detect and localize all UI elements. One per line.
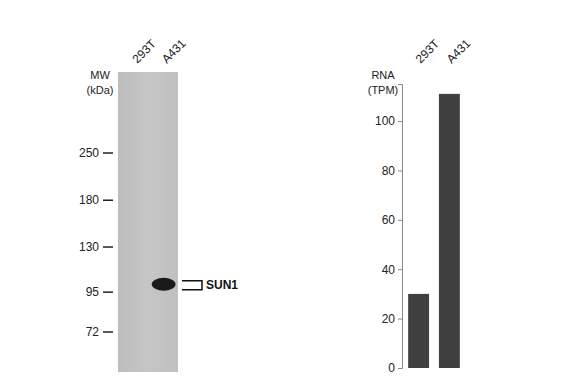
band-bracket (182, 281, 202, 290)
tick: 100 (375, 114, 402, 128)
tick-mark (398, 368, 402, 369)
tick: 80 (382, 164, 402, 178)
category-label: A431 (444, 36, 474, 66)
mw-title: MW (90, 69, 110, 81)
band-group (152, 278, 176, 291)
bar (439, 94, 460, 368)
tick: 60 (382, 213, 402, 227)
tick: 20 (382, 312, 402, 326)
band (152, 278, 176, 291)
tick-label: 100 (375, 114, 395, 128)
mw-label: 72 (86, 325, 100, 339)
tick-mark (398, 121, 402, 122)
tick-label: 0 (388, 361, 395, 375)
lane-label: A431 (159, 36, 189, 66)
mw-tick (103, 331, 113, 333)
mw-tick (103, 291, 113, 293)
category-label: 293T (413, 36, 443, 66)
tick-label: 20 (382, 312, 396, 326)
mw-title: (kDa) (87, 84, 114, 96)
mw-tick (103, 152, 113, 154)
bar (408, 294, 429, 368)
tick-mark (398, 269, 402, 270)
mw-tick (103, 246, 113, 248)
mw-label: 95 (86, 285, 100, 299)
tick-mark (398, 170, 402, 171)
band-label: SUN1 (206, 278, 238, 292)
mw-label: 180 (79, 193, 99, 207)
blot-membrane (118, 72, 178, 372)
tick: 40 (382, 263, 402, 277)
figure: 293TA431MW(kDa)2501801309572SUN102040608… (0, 0, 582, 378)
tick-mark (398, 220, 402, 221)
mw-tick (103, 199, 113, 201)
y-axis: 0 20 40 60 80 100 (375, 85, 403, 376)
axis-line (398, 85, 403, 369)
mw-label: 250 (79, 146, 99, 160)
y-label: (TPM) (368, 84, 399, 96)
tick-label: 40 (382, 263, 396, 277)
mw-label: 130 (79, 240, 99, 254)
bars (408, 94, 460, 368)
tick-mark (398, 319, 402, 320)
lane-label: 293T (130, 36, 160, 66)
y-label: RNA (371, 69, 395, 81)
tick-label: 60 (382, 213, 396, 227)
tick: 0 (388, 361, 402, 375)
tick-label: 80 (382, 164, 396, 178)
